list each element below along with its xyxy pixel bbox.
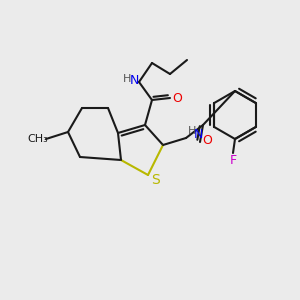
Text: O: O — [172, 92, 182, 104]
Text: H: H — [188, 126, 196, 136]
Text: CH₃: CH₃ — [28, 134, 48, 144]
Text: S: S — [151, 173, 159, 187]
Text: H: H — [123, 74, 131, 84]
Text: F: F — [230, 154, 237, 166]
Text: O: O — [202, 134, 212, 146]
Text: N: N — [129, 74, 139, 88]
Text: N: N — [193, 128, 203, 140]
